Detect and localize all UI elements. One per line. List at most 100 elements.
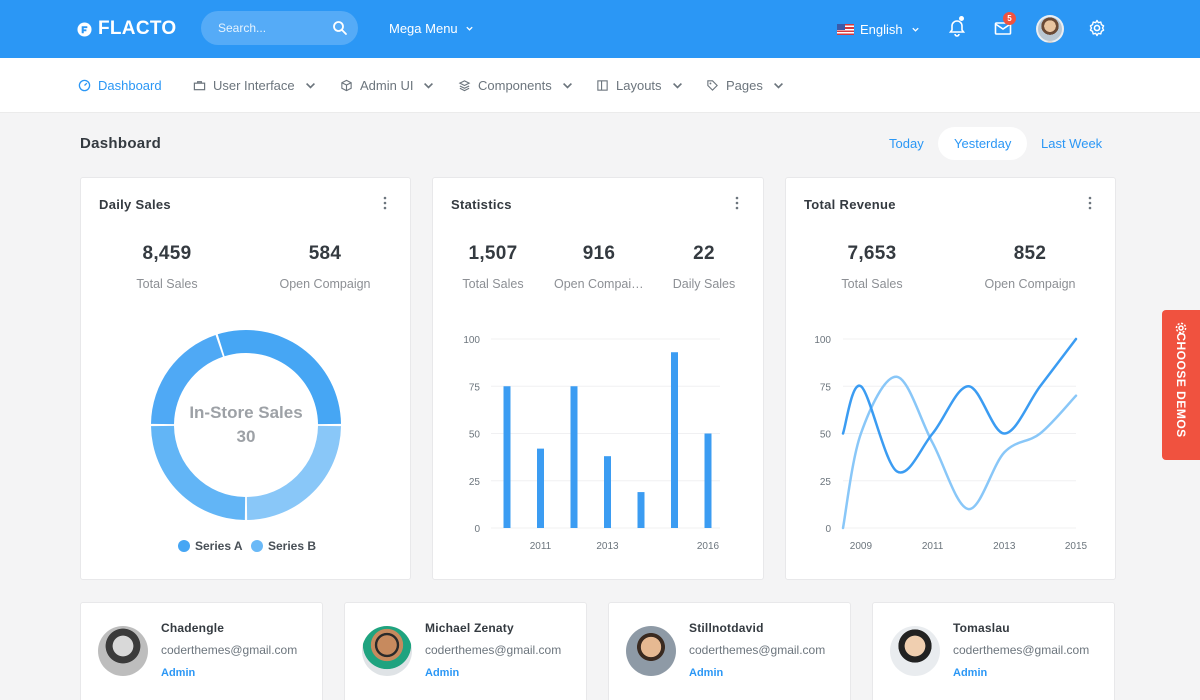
- topbar: FLACTO Mega Menu English 5: [0, 0, 1200, 58]
- more-vertical-icon[interactable]: [1088, 196, 1092, 210]
- brand-logo[interactable]: FLACTO: [77, 18, 177, 40]
- avatar: [626, 626, 676, 676]
- legend-label: Series B: [268, 539, 317, 553]
- bell-icon[interactable]: [947, 18, 967, 38]
- bar[interactable]: [604, 456, 611, 528]
- mega-menu-toggle[interactable]: Mega Menu: [389, 21, 474, 36]
- menu-user-interface[interactable]: User Interface: [193, 78, 317, 93]
- stat-value: 8,459: [142, 243, 192, 264]
- line-chart: 0 25 50 75 100 2009 2011 2013 2015: [814, 335, 1088, 552]
- user-card[interactable]: Stillnotdavid coderthemes@gmail.com Admi…: [608, 602, 851, 700]
- menu-dashboard[interactable]: Dashboard: [78, 78, 162, 93]
- layers-icon: [458, 80, 471, 92]
- legend-swatch: [251, 540, 263, 552]
- x-tick-label: 2013: [993, 541, 1016, 552]
- user-role[interactable]: Admin: [425, 667, 460, 679]
- tag-icon: [707, 80, 718, 91]
- user-email: coderthemes@gmail.com: [425, 643, 562, 657]
- stat-value: 7,653: [847, 243, 897, 264]
- range-yesterday-button[interactable]: Yesterday: [938, 127, 1028, 160]
- menu-label: Dashboard: [98, 78, 162, 93]
- user-card[interactable]: Michael Zenaty coderthemes@gmail.com Adm…: [344, 602, 587, 700]
- statistics-card: Statistics 1,507 Total Sales 916 Open Co…: [432, 177, 764, 580]
- bar[interactable]: [503, 386, 511, 528]
- user-avatar[interactable]: [1036, 15, 1064, 43]
- range-last-week-button[interactable]: Last Week: [1041, 136, 1103, 151]
- bar[interactable]: [704, 433, 712, 529]
- user-role[interactable]: Admin: [161, 667, 196, 679]
- avatar: [98, 626, 148, 676]
- user-name: Chadengle: [161, 621, 225, 635]
- user-role[interactable]: Admin: [953, 667, 988, 679]
- bar[interactable]: [671, 352, 678, 528]
- stat-value: 852: [1013, 243, 1047, 264]
- search-icon[interactable]: [332, 20, 348, 36]
- more-vertical-icon[interactable]: [735, 196, 739, 210]
- avatar: [890, 626, 940, 676]
- choose-demos-tab[interactable]: CHOOSE DEMOS: [1162, 310, 1200, 460]
- donut-slice[interactable]: [151, 335, 223, 425]
- donut-slice[interactable]: [246, 425, 341, 520]
- menu-label: Layouts: [616, 78, 662, 93]
- menu-components[interactable]: Components: [458, 78, 574, 93]
- columns-icon: [597, 80, 608, 91]
- donut-center-value: 30: [237, 427, 256, 446]
- menu-label: Admin UI: [360, 78, 414, 93]
- user-card[interactable]: Tomaslau coderthemes@gmail.com Admin: [872, 602, 1115, 700]
- y-tick-label: 75: [469, 382, 481, 393]
- legend-series-a[interactable]: Series A: [178, 539, 243, 553]
- bar[interactable]: [637, 492, 645, 528]
- brand-name: FLACTO: [98, 18, 177, 39]
- briefcase-icon: [193, 81, 206, 91]
- y-tick-label: 50: [820, 430, 832, 441]
- legend-series-b[interactable]: Series B: [251, 539, 316, 553]
- donut-slice[interactable]: [151, 425, 246, 520]
- donut-center-label: In-Store Sales: [189, 403, 302, 422]
- legend-swatch: [178, 540, 190, 552]
- user-card[interactable]: Chadengle coderthemes@gmail.com Admin: [80, 602, 323, 700]
- card-title: Total Revenue: [804, 197, 896, 212]
- y-tick-label: 75: [820, 382, 832, 393]
- menu-label: Pages: [726, 78, 763, 93]
- menu-pages[interactable]: Pages: [706, 78, 785, 93]
- range-today-button[interactable]: Today: [889, 136, 924, 151]
- user-email: coderthemes@gmail.com: [689, 643, 826, 657]
- bar[interactable]: [537, 448, 544, 528]
- avatar: [362, 626, 412, 676]
- y-tick-label: 50: [469, 430, 481, 441]
- language-selector[interactable]: English: [837, 22, 920, 37]
- menu-admin-ui[interactable]: Admin UI: [340, 78, 435, 93]
- donut-slice[interactable]: [217, 330, 341, 425]
- x-tick-label: 2011: [922, 541, 944, 552]
- bar-chart: 0 25 50 75 100 2011 2013 2016: [463, 335, 720, 552]
- donut-chart: In-Store Sales 30: [151, 330, 341, 520]
- notification-dot: [959, 16, 964, 21]
- series-line[interactable]: [841, 337, 1078, 474]
- series-line[interactable]: [841, 375, 1078, 530]
- mega-menu-label: Mega Menu: [389, 21, 458, 36]
- y-tick-label: 100: [814, 335, 831, 346]
- x-tick-label: 2013: [596, 541, 619, 552]
- search-input[interactable]: [201, 11, 358, 45]
- x-tick-label: 2016: [697, 541, 720, 552]
- total-revenue-card: Total Revenue 7,653 Total Sales 852 Open…: [785, 177, 1116, 580]
- x-tick-label: 2015: [1065, 541, 1088, 552]
- chevron-down-icon: [773, 82, 783, 89]
- bar[interactable]: [570, 386, 578, 528]
- card-title: Statistics: [451, 197, 512, 212]
- legend-label: Series A: [195, 539, 243, 553]
- chevron-down-icon: [305, 82, 315, 89]
- page-title: Dashboard: [80, 135, 162, 152]
- gear-icon[interactable]: [1087, 18, 1107, 38]
- more-vertical-icon[interactable]: [383, 196, 387, 210]
- mail-count-badge: 5: [1003, 12, 1016, 25]
- user-email: coderthemes@gmail.com: [161, 643, 298, 657]
- y-tick-label: 25: [469, 477, 481, 488]
- menu-layouts[interactable]: Layouts: [596, 78, 684, 93]
- mail-icon[interactable]: [993, 18, 1013, 38]
- box-icon: [341, 79, 352, 92]
- chevron-down-icon: [672, 82, 682, 89]
- menu-label: Components: [478, 78, 552, 93]
- user-role[interactable]: Admin: [689, 667, 724, 679]
- stat-value: 1,507: [468, 243, 518, 264]
